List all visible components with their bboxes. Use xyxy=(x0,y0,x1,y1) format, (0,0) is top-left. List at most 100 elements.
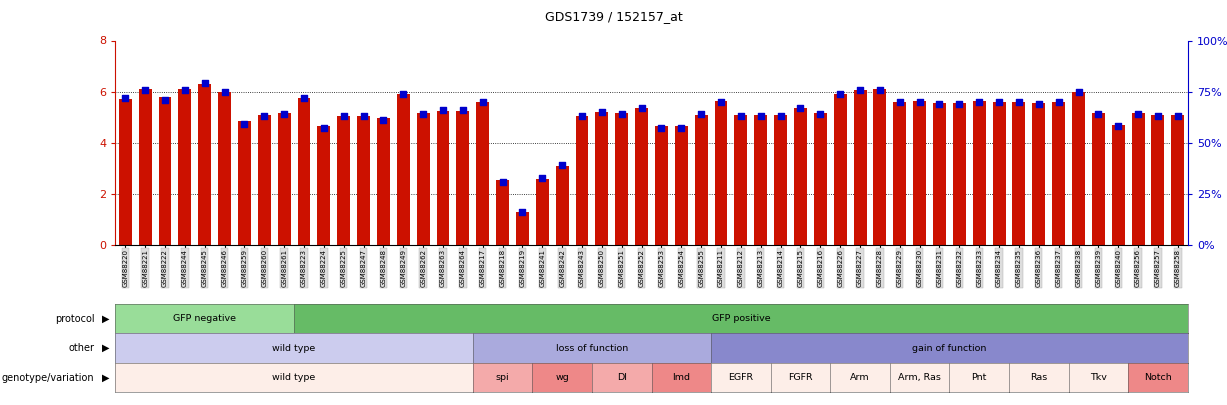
Point xyxy=(175,86,195,93)
Point xyxy=(790,105,810,111)
Bar xyxy=(794,108,807,245)
Text: wild type: wild type xyxy=(272,343,315,353)
Bar xyxy=(158,97,172,245)
Bar xyxy=(913,100,926,245)
Bar xyxy=(1072,92,1085,245)
Bar xyxy=(874,89,886,245)
Bar xyxy=(615,113,628,245)
Text: Arm, Ras: Arm, Ras xyxy=(898,373,941,382)
Bar xyxy=(755,115,767,245)
Bar xyxy=(973,100,985,245)
Point xyxy=(712,99,731,105)
Bar xyxy=(517,212,529,245)
Text: EGFR: EGFR xyxy=(729,373,753,382)
Point xyxy=(1129,111,1148,117)
Point xyxy=(771,113,790,119)
Bar xyxy=(178,89,191,245)
Text: ▶: ▶ xyxy=(102,373,109,383)
Bar xyxy=(396,94,410,245)
Bar xyxy=(417,113,429,245)
Point xyxy=(811,111,831,117)
Point xyxy=(1029,101,1049,107)
Point xyxy=(155,96,174,103)
Point xyxy=(453,107,472,113)
Bar xyxy=(496,180,509,245)
Point xyxy=(314,125,334,132)
Point xyxy=(831,90,850,97)
Bar xyxy=(1112,125,1125,245)
Bar xyxy=(277,113,291,245)
Bar xyxy=(774,115,787,245)
Point xyxy=(890,99,909,105)
Text: GFP positive: GFP positive xyxy=(712,314,771,323)
Text: GDS1739 / 152157_at: GDS1739 / 152157_at xyxy=(545,10,682,23)
Point xyxy=(632,105,652,111)
Point xyxy=(195,80,215,87)
Point xyxy=(572,113,591,119)
Point xyxy=(234,121,254,128)
Point xyxy=(612,111,632,117)
Point xyxy=(950,101,969,107)
Bar xyxy=(119,99,131,245)
Bar xyxy=(218,92,231,245)
Point xyxy=(1049,99,1069,105)
Point xyxy=(671,125,691,132)
Point xyxy=(394,90,413,97)
Bar xyxy=(735,115,747,245)
Bar xyxy=(636,108,648,245)
Bar xyxy=(1131,113,1145,245)
Bar xyxy=(297,98,310,245)
Point xyxy=(593,109,612,115)
Bar xyxy=(953,103,966,245)
Text: Pnt: Pnt xyxy=(972,373,987,382)
Point xyxy=(254,113,274,119)
Bar xyxy=(854,90,866,245)
Point xyxy=(433,107,453,113)
Point xyxy=(930,101,950,107)
Bar xyxy=(437,111,449,245)
Point xyxy=(334,113,353,119)
Bar xyxy=(476,102,490,245)
Point xyxy=(353,113,373,119)
Bar xyxy=(1053,102,1065,245)
Text: other: other xyxy=(69,343,94,353)
Point xyxy=(989,99,1009,105)
Point xyxy=(1069,88,1088,95)
Bar xyxy=(714,100,728,245)
Point xyxy=(969,99,989,105)
Text: Tkv: Tkv xyxy=(1090,373,1107,382)
Point xyxy=(1148,113,1168,119)
Text: ▶: ▶ xyxy=(102,313,109,324)
Text: Ras: Ras xyxy=(1031,373,1048,382)
Point xyxy=(909,99,929,105)
Point xyxy=(215,88,234,95)
Bar xyxy=(377,119,390,245)
Bar xyxy=(833,94,847,245)
Point xyxy=(691,111,710,117)
Bar xyxy=(1032,103,1045,245)
Bar xyxy=(993,102,1006,245)
Bar xyxy=(536,179,548,245)
Text: Dl: Dl xyxy=(617,373,627,382)
Bar xyxy=(139,89,152,245)
Bar xyxy=(1151,115,1164,245)
Point xyxy=(751,113,771,119)
Text: FGFR: FGFR xyxy=(788,373,812,382)
Bar xyxy=(456,111,470,245)
Text: gain of function: gain of function xyxy=(912,343,987,353)
Bar xyxy=(357,116,371,245)
Bar xyxy=(556,166,568,245)
Point xyxy=(652,125,671,132)
Point xyxy=(493,178,513,185)
Point xyxy=(533,174,552,181)
Bar xyxy=(199,84,211,245)
Point xyxy=(850,86,870,93)
Point xyxy=(115,94,135,101)
Point xyxy=(513,209,533,215)
Text: spi: spi xyxy=(496,373,509,382)
Point xyxy=(1168,113,1188,119)
Text: genotype/variation: genotype/variation xyxy=(2,373,94,383)
Point xyxy=(1009,99,1028,105)
Bar xyxy=(814,113,827,245)
Bar xyxy=(675,126,688,245)
